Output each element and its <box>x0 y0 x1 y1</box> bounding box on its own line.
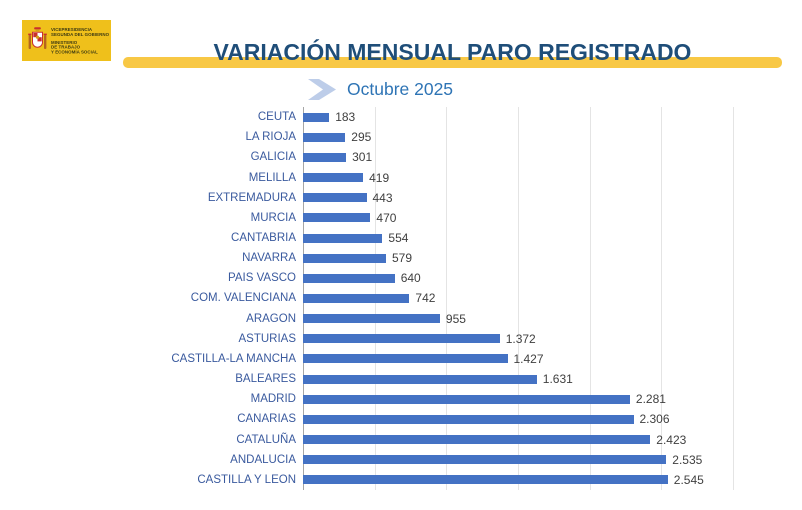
chart-row: CANARIAS 2.306 <box>0 409 780 429</box>
chart-row: COM. VALENCIANA 742 <box>0 288 780 308</box>
bar <box>303 132 346 142</box>
bar <box>303 293 410 303</box>
chart-row: BALEARES 1.631 <box>0 369 780 389</box>
chart-row: MURCIA 470 <box>0 208 780 228</box>
value-label: 295 <box>351 130 372 145</box>
category-label: CASTILLA Y LEON <box>197 473 296 486</box>
spain-coat-of-arms-icon <box>28 26 47 49</box>
chart-row: ANDALUCIA 2.535 <box>0 450 780 470</box>
bar <box>303 354 508 364</box>
value-label: 640 <box>400 271 421 286</box>
chart-rows: CEUTA 183 LA RIOJA 295 GALICIA 301 MELILLA 419 E… <box>0 107 780 490</box>
value-label: 419 <box>369 170 390 185</box>
chart-row: CASTILLA Y LEON 2.545 <box>0 470 780 490</box>
value-label: 579 <box>392 251 413 266</box>
category-label: CATALUÑA <box>236 433 296 446</box>
gridline <box>446 107 448 490</box>
gridline <box>518 107 519 490</box>
value-label: 443 <box>372 190 393 205</box>
chart-row: ASTURIAS 1.372 <box>0 329 780 349</box>
logo-ministry-text: MINISTERIO DE TRABAJO Y ECONOMÍA SOCIAL <box>51 39 109 54</box>
logo-agency-text: VICEPRESIDENCIA SEGUNDA DEL GOBIERNO <box>51 27 109 37</box>
bar <box>303 394 630 404</box>
bar <box>303 435 651 445</box>
category-label: EXTREMADURA <box>207 191 296 204</box>
chart-row: CEUTA 183 <box>0 107 780 127</box>
chart-row: CASTILLA-LA MANCHA 1.427 <box>0 349 780 369</box>
chart-row: MADRID 2.281 <box>0 389 780 409</box>
category-label: GALICIA <box>250 151 296 164</box>
value-label: 2.423 <box>656 432 687 447</box>
gridline <box>661 107 663 490</box>
category-label: BALEARES <box>235 373 296 386</box>
bar <box>303 233 383 243</box>
bar <box>303 455 667 465</box>
value-label: 1.427 <box>513 351 544 366</box>
bar <box>303 152 347 162</box>
value-label: 1.372 <box>505 331 536 346</box>
bar <box>303 334 500 344</box>
category-label: NAVARRA <box>242 252 296 265</box>
chart-row: CANTABRIA 554 <box>0 228 780 248</box>
category-label: COM. VALENCIANA <box>190 292 296 305</box>
value-label: 2.535 <box>672 452 703 467</box>
value-label: 2.545 <box>673 472 704 487</box>
logo-ministry-line: DE TRABAJO <box>51 44 81 50</box>
chart-row: EXTREMADURA 443 <box>0 188 780 208</box>
value-label: 183 <box>335 110 356 125</box>
category-label: PAIS VASCO <box>228 272 296 285</box>
chart-row: PAIS VASCO 640 <box>0 268 780 288</box>
category-label: ANDALUCIA <box>230 453 296 466</box>
category-label: MADRID <box>250 393 296 406</box>
logo-agency-line: VICEPRESIDENCIA <box>51 26 93 32</box>
category-label: MELILLA <box>248 171 296 184</box>
chart-row: CATALUÑA 2.423 <box>0 430 780 450</box>
chart-row: ARAGON 955 <box>0 309 780 329</box>
subtitle-row: Octubre 2025 <box>308 79 453 100</box>
value-label: 742 <box>415 291 436 306</box>
gridline <box>733 107 734 490</box>
chart-row: GALICIA 301 <box>0 147 780 167</box>
value-label: 470 <box>376 210 397 225</box>
category-label: MURCIA <box>250 211 296 224</box>
category-label: CEUTA <box>257 111 296 124</box>
value-label: 554 <box>388 231 409 246</box>
value-label: 301 <box>352 150 373 165</box>
bar <box>303 112 330 122</box>
chevron-right-icon <box>308 79 336 100</box>
bar <box>303 173 364 183</box>
gridline <box>589 107 591 490</box>
value-label: 2.281 <box>635 392 666 407</box>
gobierno-logo: VICEPRESIDENCIA SEGUNDA DEL GOBIERNO MIN… <box>22 20 111 61</box>
category-label: CANTABRIA <box>231 232 296 245</box>
logo-ministry-line: Y ECONOMÍA SOCIAL <box>51 49 98 55</box>
bar <box>303 193 367 203</box>
logo-ministry-line: MINISTERIO <box>51 39 78 45</box>
category-label: ARAGON <box>246 312 296 325</box>
category-label: CANARIAS <box>237 413 296 426</box>
bar <box>303 273 395 283</box>
bar <box>303 374 537 384</box>
value-label: 1.631 <box>542 372 573 387</box>
category-label: LA RIOJA <box>245 131 297 144</box>
value-label: 2.306 <box>639 412 670 427</box>
bar <box>303 475 668 485</box>
category-label: CASTILLA-LA MANCHA <box>171 352 296 365</box>
bar <box>303 253 386 263</box>
value-label: 955 <box>445 311 466 326</box>
bar-chart: CEUTA 183 LA RIOJA 295 GALICIA 301 MELILLA 419 E… <box>0 107 780 490</box>
chart-row: NAVARRA 579 <box>0 248 780 268</box>
category-label: ASTURIAS <box>238 332 296 345</box>
chart-subtitle: Octubre 2025 <box>347 79 454 99</box>
chart-row: MELILLA 419 <box>0 167 780 187</box>
bar <box>303 213 371 223</box>
logo-agency-line: SEGUNDA DEL GOBIERNO <box>51 31 110 37</box>
title-band <box>123 57 782 68</box>
bar <box>303 414 634 424</box>
bar <box>303 314 440 324</box>
chart-row: LA RIOJA 295 <box>0 127 780 147</box>
chart-title: VARIACIÓN MENSUAL PARO REGISTRADO <box>213 39 692 65</box>
